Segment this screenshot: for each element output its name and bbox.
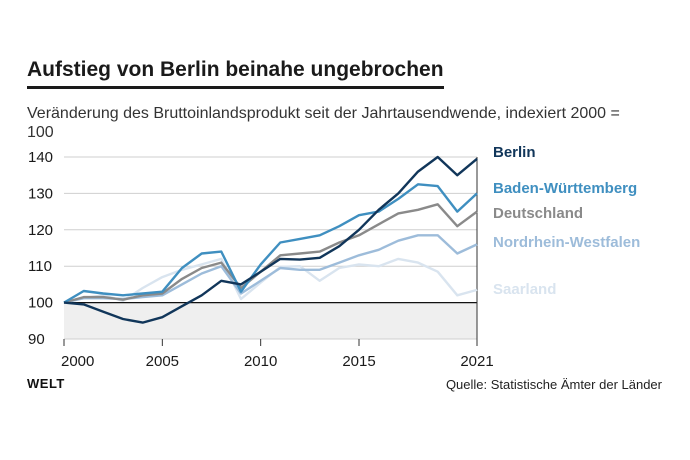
legend-label: Saarland	[493, 281, 556, 298]
y-axis-ticks: 90 100 110 120 130 140	[28, 149, 53, 348]
x-tick-label: 2015	[342, 353, 375, 370]
series-lines	[63, 155, 478, 324]
source-note: Quelle: Statistische Ämter der Länder	[445, 377, 662, 392]
series-line-baden-w-rttemberg	[63, 183, 478, 304]
chart-title: Aufstieg von Berlin beinahe ungebrochen	[27, 58, 444, 89]
legend-label: Baden-Württemberg	[493, 180, 637, 197]
y-tick-label: 130	[28, 185, 53, 202]
legend-label: Berlin	[493, 144, 536, 161]
legend: Berlin Baden-Württemberg Deutschland Nordrh…	[493, 144, 640, 298]
x-tick-label: 2005	[146, 353, 179, 370]
chart-subtitle: Veränderung des Bruttoinlandsprodukt sei…	[27, 105, 620, 141]
legend-label: Deutschland	[493, 205, 583, 222]
y-tick-label: 140	[28, 149, 53, 166]
legend-label: Nordrhein-Westfalen	[493, 234, 640, 251]
series-line-deutschland	[63, 203, 478, 304]
y-tick-label: 120	[28, 222, 53, 239]
y-tick-label: 90	[28, 331, 45, 348]
x-tick-label: 2000	[61, 353, 94, 370]
gridlines	[64, 156, 477, 340]
series-line-berlin	[63, 155, 478, 324]
welt-logo: WELT	[27, 376, 65, 391]
below-baseline-shading	[64, 302, 477, 339]
x-axis-ticks: 2000 2005 2010 2015 2021	[61, 157, 494, 370]
y-tick-label: 100	[28, 295, 53, 312]
series-line-nordrhein-westfalen	[63, 234, 478, 304]
x-tick-label: 2021	[460, 353, 493, 370]
y-tick-label: 110	[28, 258, 52, 275]
x-tick-label: 2010	[244, 353, 277, 370]
